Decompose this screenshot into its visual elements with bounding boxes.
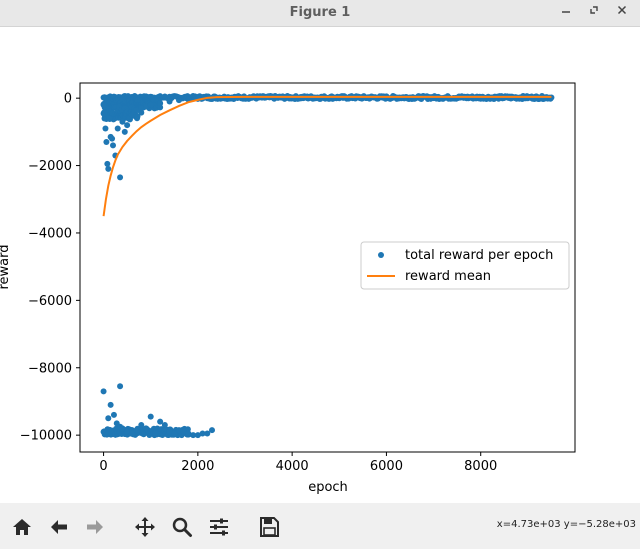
y-axis-label: reward [0, 244, 12, 289]
scatter-point [152, 430, 159, 437]
scatter-point [133, 427, 140, 434]
toolbar: x=4.73e+03 y=−5.28e+03 [0, 503, 640, 549]
scatter-point [138, 105, 145, 112]
window-title: Figure 1 [289, 5, 351, 20]
scatter-point [104, 160, 111, 167]
scatter-point [180, 428, 187, 435]
scatter-point [147, 101, 154, 108]
scatter-point [157, 104, 164, 111]
chart-svg: 0 2000 4000 6000 8000 0 −2000 −4000 −6000 −8000 −… [0, 82, 576, 495]
forward-button[interactable] [81, 513, 109, 541]
scatter-point [102, 125, 109, 132]
scatter-point [105, 415, 112, 422]
scatter-point [106, 115, 113, 122]
zoom-button[interactable] [168, 513, 196, 541]
y-tick-label: −6000 [28, 294, 72, 309]
close-icon[interactable] [612, 3, 632, 23]
scatter-point [143, 103, 149, 110]
scatter-point [143, 425, 149, 432]
legend-scatter-label: total reward per epoch [405, 248, 553, 263]
x-axis-label: epoch [308, 480, 348, 495]
scatter-point [117, 383, 124, 390]
back-arrow-icon [51, 520, 67, 534]
x-ticks: 0 2000 4000 6000 8000 [99, 452, 497, 474]
mean-layer [102, 95, 552, 217]
y-tick-label: −10000 [20, 429, 72, 444]
scatter-point [157, 100, 164, 107]
scatter-point [128, 430, 135, 437]
scatter-point [190, 432, 197, 439]
scatter-point [101, 110, 108, 117]
scatter-point [157, 418, 164, 425]
scatter-point [176, 427, 182, 434]
x-tick-label: 4000 [276, 459, 309, 474]
legend-scatter-marker [378, 252, 384, 258]
magnifier-icon [172, 517, 192, 537]
scatter-point [119, 425, 126, 432]
y-tick-label: 0 [64, 92, 72, 107]
y-tick-label: −4000 [28, 226, 72, 241]
title-bar[interactable]: Figure 1 [0, 0, 640, 27]
scatter-point [107, 401, 114, 408]
scatter-point [133, 106, 140, 113]
legend-mean-label: reward mean [405, 269, 491, 284]
scatter-point [147, 413, 154, 420]
scatter-point [176, 97, 182, 104]
y-tick-label: −8000 [28, 361, 72, 376]
pan-button[interactable] [131, 513, 159, 541]
scatter-point [185, 430, 192, 437]
scatter-point [166, 428, 173, 435]
scatter-point [199, 430, 206, 437]
forward-arrow-icon [87, 520, 103, 534]
home-icon [13, 519, 31, 535]
scatter-point [171, 430, 178, 437]
scatter-point [124, 428, 131, 435]
scatter-point [100, 101, 107, 108]
scatter-point [124, 122, 131, 129]
floppy-disk-icon [260, 517, 279, 537]
restore-icon[interactable] [584, 3, 604, 23]
y-tick-label: −2000 [28, 159, 72, 174]
x-tick-label: 8000 [464, 459, 497, 474]
x-tick-label: 2000 [181, 459, 214, 474]
scatter-point [100, 388, 107, 395]
scatter-point [138, 422, 145, 429]
scatter-point [194, 432, 201, 439]
legend: total reward per epoch reward mean [360, 241, 570, 290]
back-button[interactable] [45, 513, 73, 541]
scatter-point [134, 113, 141, 120]
y-ticks: 0 −2000 −4000 −6000 −8000 −10000 [20, 92, 80, 444]
x-tick-label: 0 [99, 459, 107, 474]
home-button[interactable] [8, 513, 36, 541]
axes-frame [79, 82, 576, 453]
plot-canvas[interactable]: 0 2000 4000 6000 8000 0 −2000 −4000 −6000 −8000 −… [0, 27, 640, 503]
scatter-point [110, 142, 116, 149]
scatter-point [138, 109, 145, 116]
reward-mean-line [102, 95, 552, 217]
legend-box [360, 241, 570, 290]
scatter-point [166, 98, 173, 105]
scatter-point [119, 118, 126, 125]
scatter-point [117, 174, 124, 181]
x-tick-label: 6000 [370, 459, 403, 474]
scatter-point [204, 430, 211, 437]
minimize-icon[interactable] [556, 3, 576, 23]
scatter-point [109, 135, 116, 142]
save-button[interactable] [255, 513, 283, 541]
scatter-point [105, 165, 112, 172]
scatter-point [121, 128, 128, 135]
configure-subplots-button[interactable] [205, 513, 233, 541]
scatter-point [161, 422, 168, 429]
scatter-point [114, 125, 121, 132]
scatter-point [103, 138, 110, 145]
sliders-icon [210, 518, 228, 536]
scatter-point [209, 427, 215, 434]
move-icon [135, 517, 155, 537]
cursor-coordinates: x=4.73e+03 y=−5.28e+03 [496, 519, 636, 530]
scatter-point [110, 411, 117, 418]
